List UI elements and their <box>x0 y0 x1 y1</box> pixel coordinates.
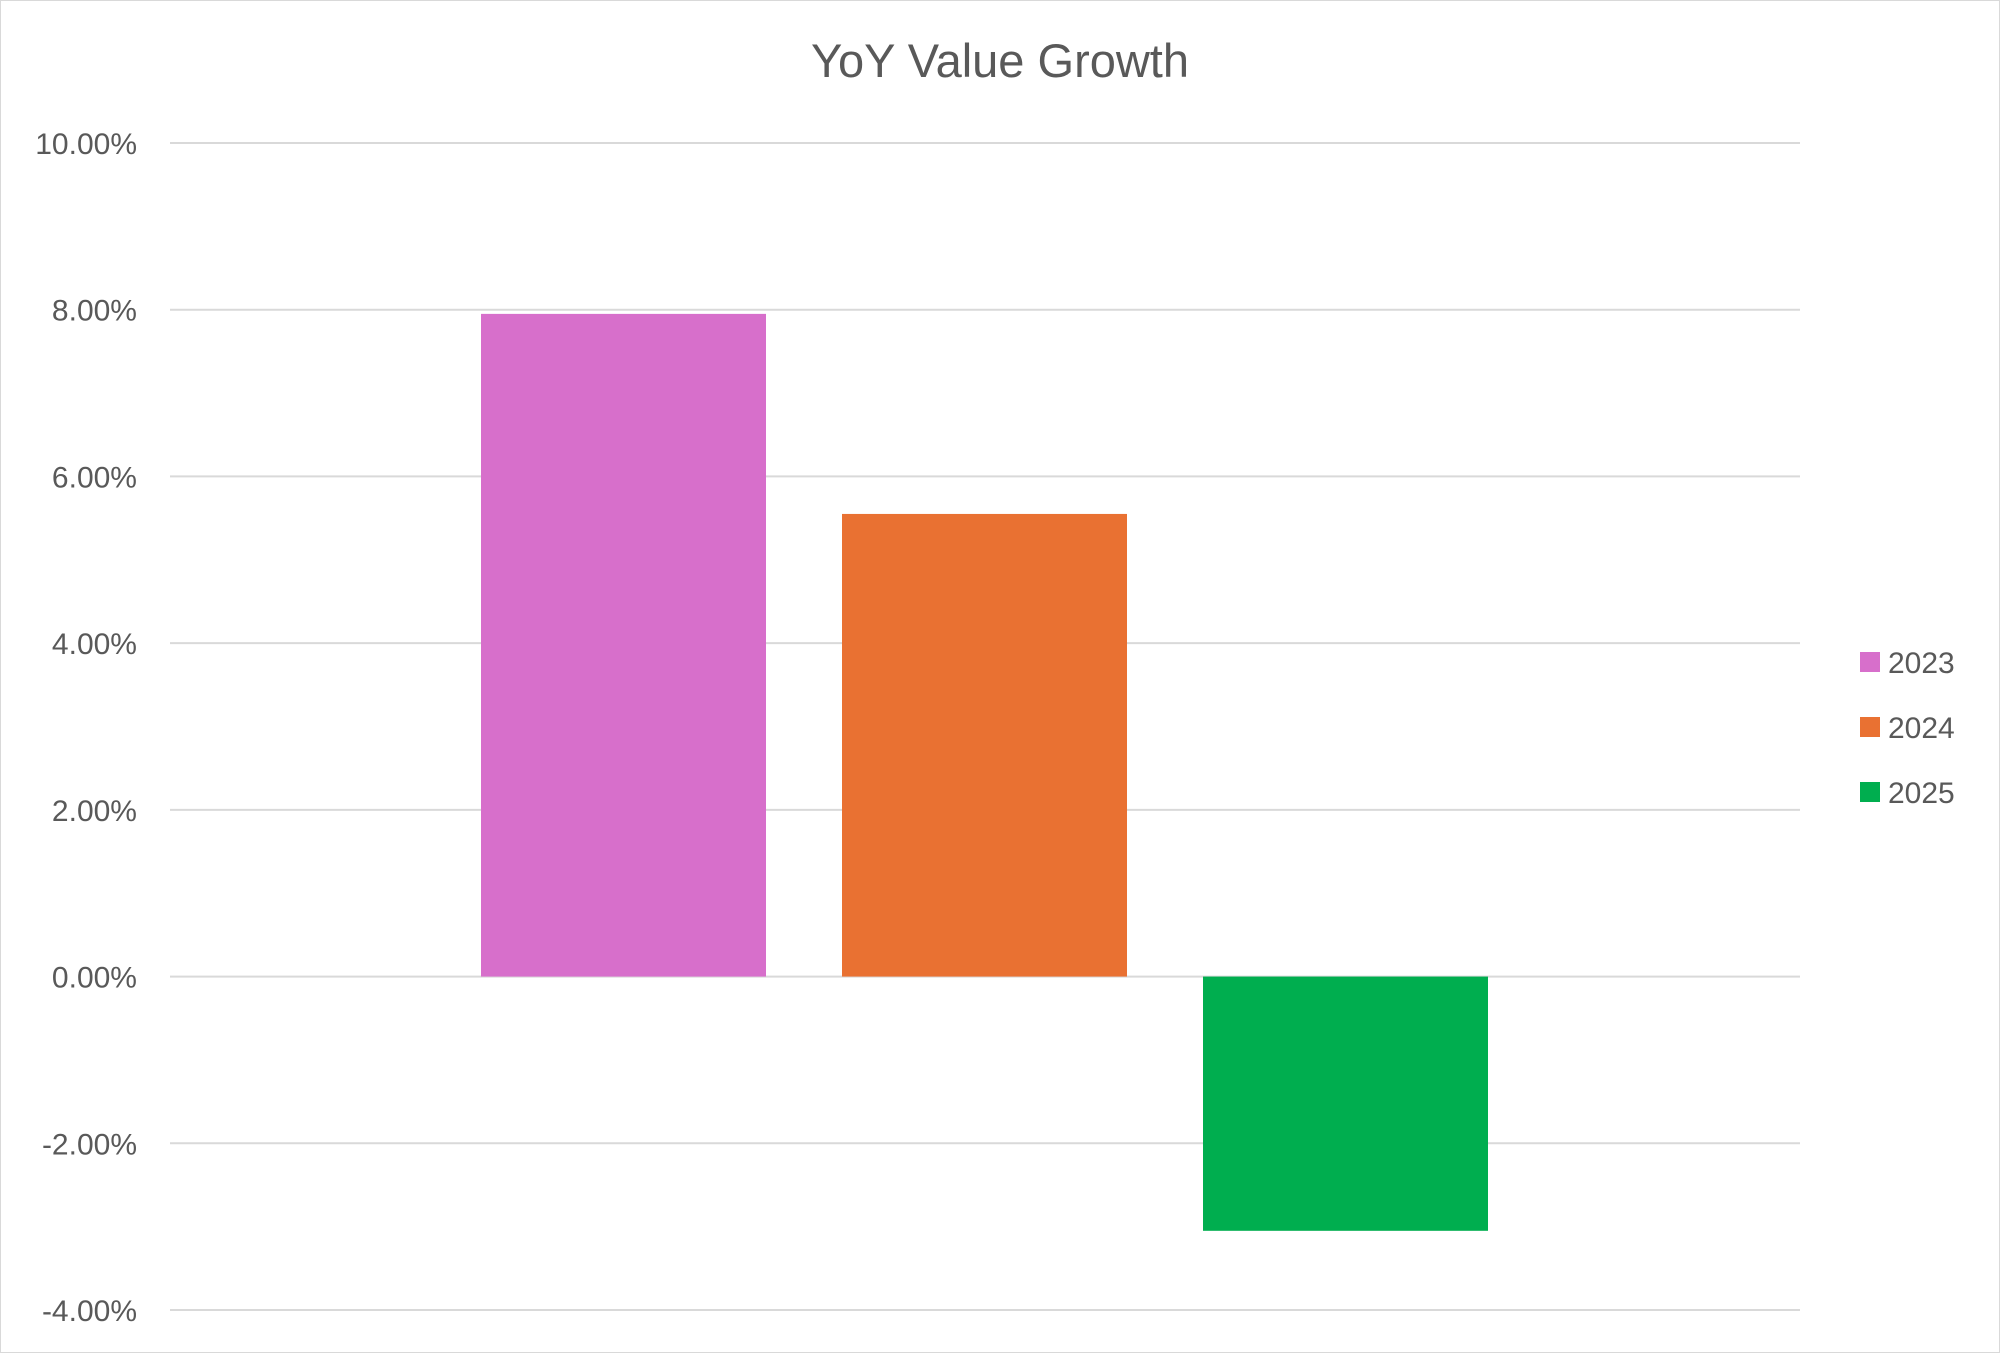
legend-swatch-2024 <box>1860 717 1880 737</box>
y-tick-label: 2.00% <box>52 795 137 828</box>
legend: 2023 2024 2025 <box>1860 647 1955 810</box>
legend-swatch-2023 <box>1860 652 1880 672</box>
bar-2023 <box>481 313 766 977</box>
bar-2024 <box>842 513 1127 977</box>
chart-title: YoY Value Growth <box>811 34 1189 87</box>
y-tick-label: 6.00% <box>52 461 137 494</box>
y-tick-label: -2.00% <box>42 1128 137 1161</box>
legend-swatch-2025 <box>1860 782 1880 802</box>
y-tick-label: 8.00% <box>52 295 137 328</box>
bars <box>481 313 1488 1231</box>
y-tick-label: 4.00% <box>52 628 137 661</box>
legend-label-2023: 2023 <box>1888 647 1955 680</box>
legend-label-2025: 2025 <box>1888 777 1955 810</box>
y-tick-label: 0.00% <box>52 962 137 995</box>
y-tick-label: -4.00% <box>42 1295 137 1328</box>
y-tick-label: 10.00% <box>35 128 137 161</box>
bar-2025 <box>1203 976 1488 1231</box>
y-axis-tick-labels: 10.00% 8.00% 6.00% 4.00% 2.00% 0.00% -2.00% -4.… <box>35 128 137 1328</box>
legend-label-2024: 2024 <box>1888 712 1955 745</box>
